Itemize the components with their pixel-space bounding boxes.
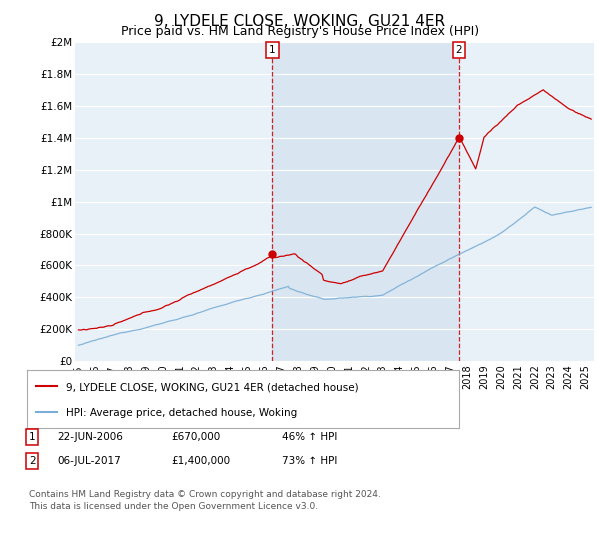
Text: 73% ↑ HPI: 73% ↑ HPI (282, 456, 337, 466)
Bar (272, 42, 459, 361)
Text: 46% ↑ HPI: 46% ↑ HPI (282, 432, 337, 442)
Text: Price paid vs. HM Land Registry's House Price Index (HPI): Price paid vs. HM Land Registry's House … (121, 25, 479, 38)
Text: Contains HM Land Registry data © Crown copyright and database right 2024.
This d: Contains HM Land Registry data © Crown c… (29, 490, 380, 511)
Text: 2: 2 (29, 456, 35, 466)
Text: 9, LYDELE CLOSE, WOKING, GU21 4ER (detached house): 9, LYDELE CLOSE, WOKING, GU21 4ER (detac… (66, 382, 359, 392)
Text: HPI: Average price, detached house, Woking: HPI: Average price, detached house, Woki… (66, 408, 297, 418)
Text: 1: 1 (29, 432, 35, 442)
Text: 1: 1 (269, 45, 275, 55)
Text: 06-JUL-2017: 06-JUL-2017 (57, 456, 121, 466)
Text: 9, LYDELE CLOSE, WOKING, GU21 4ER: 9, LYDELE CLOSE, WOKING, GU21 4ER (154, 14, 446, 29)
Text: 22-JUN-2006: 22-JUN-2006 (57, 432, 123, 442)
Text: 2: 2 (455, 45, 462, 55)
Text: £670,000: £670,000 (171, 432, 220, 442)
Text: £1,400,000: £1,400,000 (171, 456, 230, 466)
